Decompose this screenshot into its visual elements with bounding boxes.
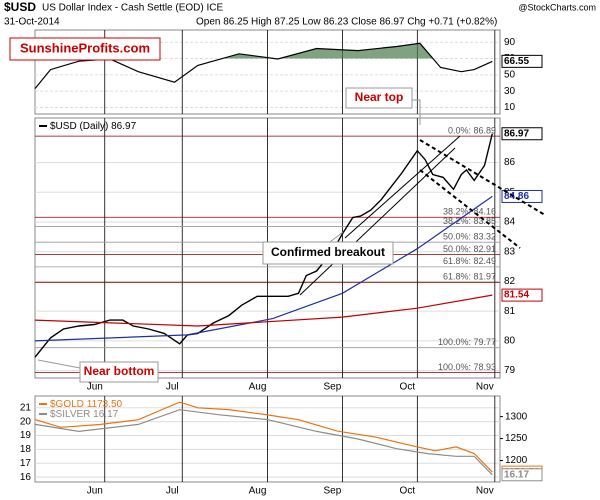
y-tick-label: 50 xyxy=(504,69,516,80)
y-tick-label: 82 xyxy=(504,276,516,287)
last-value-box xyxy=(501,189,543,203)
description: US Dollar Index - Cash Settle (EOD) ICE xyxy=(42,3,223,14)
legend-entry: $GOLD 1173.50 xyxy=(50,399,123,410)
last-value-label: 81.54 xyxy=(504,290,529,301)
channel-line xyxy=(419,139,546,216)
level-label: 50.0%: 83.32 xyxy=(443,232,496,242)
y-tick-label: 79 xyxy=(504,365,516,376)
legend-entry: $SILVER 16.17 xyxy=(50,409,119,420)
y2-tick-label: 1300 xyxy=(505,411,528,422)
y-tick-label: 80 xyxy=(504,335,516,346)
x-tick-label: Jul xyxy=(166,382,179,393)
legend-value: 16.17 xyxy=(93,409,118,420)
legend-name: $GOLD xyxy=(50,399,84,410)
symbol: $USD xyxy=(4,0,36,14)
quote: Open 86.25 High 87.25 Low 86.23 Close 86… xyxy=(196,17,497,28)
trend-line xyxy=(299,147,456,296)
annotation-box xyxy=(79,361,159,383)
y2-tick-label: 1200 xyxy=(505,455,528,466)
y2-tick-label: 1250 xyxy=(505,433,528,444)
annotation-arrow xyxy=(37,359,81,369)
date: 31-Oct-2014 xyxy=(4,17,60,28)
y-tick-label: 90 xyxy=(504,37,516,48)
series-line xyxy=(34,409,493,476)
y-tick-label: 20 xyxy=(20,416,32,427)
last-value-box xyxy=(501,127,543,141)
level-label: 0.0%: 86.89 xyxy=(448,126,496,136)
x-tick-label: Oct xyxy=(400,382,416,393)
last-value-label: 16.17 xyxy=(504,469,529,480)
brand: SunshineProfits.com xyxy=(20,40,150,55)
x-tick-label: Jul xyxy=(166,486,179,497)
last-value-label: 66.55 xyxy=(504,56,529,67)
last-value-box xyxy=(501,54,543,68)
legend-name: $USD (Daily) xyxy=(50,121,108,132)
legend-value: 1173.50 xyxy=(87,399,123,410)
annotation-box xyxy=(262,241,394,265)
annotation: Near top xyxy=(355,90,404,104)
annotation-arrow xyxy=(412,99,421,125)
annotation-arrow xyxy=(329,231,344,243)
level-label: 50.0%: 82.91 xyxy=(443,244,496,254)
y-tick-label: 17 xyxy=(20,458,32,469)
level-label: 61.8%: 82.49 xyxy=(443,256,496,266)
y-tick-label: 86 xyxy=(504,157,516,168)
y-tick-label: 81 xyxy=(504,306,516,317)
last-value-label: 84.86 xyxy=(504,191,529,202)
series-line xyxy=(34,294,493,327)
y-tick-label: 16 xyxy=(20,472,32,483)
level-label: 61.8%: 81.97 xyxy=(443,272,496,282)
y-tick-label: 10 xyxy=(504,102,516,113)
y-tick-label: 83 xyxy=(504,246,516,257)
x-tick-label: Jun xyxy=(87,382,103,393)
last-value-label: 86.97 xyxy=(504,128,529,139)
x-tick-label: Aug xyxy=(249,382,267,393)
annotation: Confirmed breakout xyxy=(271,245,385,259)
x-tick-label: Nov xyxy=(476,382,494,393)
x-tick-label: Oct xyxy=(400,486,416,497)
x-tick-label: Nov xyxy=(476,486,494,497)
legend-name: $SILVER xyxy=(50,409,90,420)
x-tick-label: Sep xyxy=(324,382,342,393)
level-label: 100.0%: 78.93 xyxy=(438,362,496,372)
last-value-box xyxy=(501,468,543,482)
x-tick-label: Aug xyxy=(249,486,267,497)
y-tick-label: 21 xyxy=(20,402,32,413)
y-tick-label: 84 xyxy=(504,217,516,228)
y-tick-label: 19 xyxy=(20,430,32,441)
channel-line xyxy=(419,169,521,249)
level-label: 100.0%: 79.77 xyxy=(438,337,496,347)
legend-value: 86.97 xyxy=(111,121,136,132)
trend-lines xyxy=(299,135,546,296)
overbought-fill xyxy=(222,43,433,59)
brand-box xyxy=(9,37,161,61)
y-tick-label: 30 xyxy=(504,86,516,97)
y-tick-label: 18 xyxy=(20,444,32,455)
last-value-box xyxy=(501,288,543,302)
series-line xyxy=(34,401,493,473)
level-label: 38.2%: 83.85 xyxy=(443,216,496,226)
annotation-box xyxy=(345,87,413,109)
annotation: Near bottom xyxy=(84,364,155,378)
watermark: @StockCharts.com xyxy=(518,2,596,12)
x-tick-label: Sep xyxy=(324,486,342,497)
series-line xyxy=(34,195,493,342)
x-tick-label: Jun xyxy=(87,486,103,497)
legend-entry: $USD (Daily) 86.97 xyxy=(50,121,137,132)
